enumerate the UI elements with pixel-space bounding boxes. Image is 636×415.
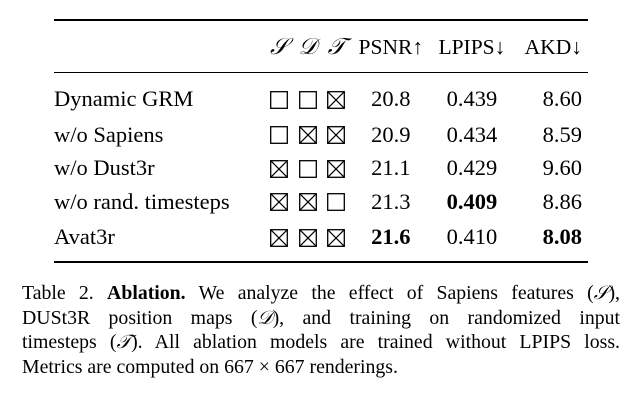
- flag-sapiens-cell: [265, 185, 294, 219]
- lpips-value: 0.429: [446, 155, 498, 180]
- caption-text: ). All ablation models are trained witho…: [131, 331, 620, 353]
- psnr-value: 20.9: [371, 121, 411, 147]
- flag-timesteps-cell: [322, 152, 351, 186]
- table-row: w/o Sapiens 20.9 0.434 8.59: [54, 118, 588, 152]
- table-row: Avat3r 21.6 0.410 8.08: [54, 219, 588, 262]
- flag-sapiens-cell: [265, 152, 294, 186]
- checked-box-icon: [298, 126, 317, 145]
- checked-box-icon: [298, 193, 317, 212]
- caption-label: Table 2.: [22, 282, 108, 304]
- flag-sapiens-cell: [265, 219, 294, 262]
- empty-box-icon: [327, 193, 346, 212]
- caption-line-1: Table 2. Ablation. We analyze the effect…: [22, 281, 620, 306]
- checked-box-icon: [327, 228, 346, 247]
- akd-value: 8.60: [542, 85, 582, 111]
- caption-line-2: DUSt3R position maps (𝒟), and training o…: [22, 306, 620, 331]
- checked-box-icon: [269, 159, 288, 178]
- table-body: Dynamic GRM 20.8 0.439 8.60 w/o Sapiens …: [54, 73, 588, 262]
- header-lpips: LPIPS↓: [438, 34, 506, 59]
- psnr-value: 21.3: [371, 188, 411, 214]
- caption-line-3: timesteps (𝒯). All ablation models are t…: [22, 330, 620, 355]
- caption-text: DUSt3R position maps (: [22, 306, 258, 329]
- caption-text: We analyze the effect of Sapiens feature…: [185, 282, 594, 304]
- checked-box-icon: [327, 159, 346, 178]
- flag-timesteps-cell: [322, 118, 351, 152]
- header-psnr: PSNR↑: [358, 34, 424, 59]
- row-method: w/o Dust3r: [54, 155, 155, 180]
- checked-box-icon: [298, 228, 317, 247]
- ablation-table-container: 𝒮 𝒟 𝒯 PSNR↑ LPIPS↓ AKD↓ Dynamic GRM 20.8…: [54, 19, 588, 263]
- psnr-value: 21.1: [371, 155, 411, 180]
- table-row: w/o Dust3r 21.1 0.429 9.60: [54, 152, 588, 186]
- checked-box-icon: [327, 126, 346, 145]
- checked-box-icon: [269, 228, 288, 247]
- psnr-value-best: 21.6: [371, 223, 411, 249]
- flag-sapiens-cell: [265, 73, 294, 119]
- akd-value: 9.60: [542, 155, 582, 180]
- flag-timesteps-cell: [322, 73, 351, 119]
- row-method: w/o Sapiens: [54, 121, 164, 147]
- header-sapiens-flag: 𝒮: [269, 34, 288, 60]
- flag-timesteps-cell: [322, 185, 351, 219]
- caption-text: timesteps (: [22, 331, 117, 353]
- flag-sapiens-cell: [265, 118, 294, 152]
- lpips-value: 0.434: [446, 121, 498, 147]
- akd-value-best: 8.08: [542, 223, 582, 249]
- caption-text: ),: [608, 282, 620, 304]
- header-dust3r-flag: 𝒟: [298, 34, 317, 60]
- caption-text: ), and training on randomized input: [272, 306, 620, 329]
- header-akd: AKD↓: [524, 34, 582, 59]
- checked-box-icon: [269, 193, 288, 212]
- row-method: Dynamic GRM: [54, 85, 194, 111]
- row-method: w/o rand. timesteps: [54, 188, 230, 214]
- table-header-row: 𝒮 𝒟 𝒯 PSNR↑ LPIPS↓ AKD↓: [54, 20, 588, 73]
- lpips-value-best: 0.409: [446, 188, 498, 214]
- psnr-value: 20.8: [371, 85, 411, 111]
- caption-symbol-t: 𝒯: [116, 331, 132, 353]
- caption-symbol-s: 𝒮: [593, 282, 609, 304]
- table-row: Dynamic GRM 20.8 0.439 8.60: [54, 73, 588, 119]
- akd-value: 8.59: [542, 121, 582, 147]
- caption-symbol-d: 𝒟: [257, 306, 273, 329]
- caption-line-4: Metrics are computed on 667 × 667 render…: [22, 355, 398, 378]
- empty-box-icon: [269, 90, 288, 109]
- row-method: Avat3r: [54, 223, 115, 249]
- empty-box-icon: [298, 90, 317, 109]
- flag-timesteps-cell: [322, 219, 351, 262]
- flag-dust3r-cell: [293, 152, 322, 186]
- empty-box-icon: [298, 159, 317, 178]
- empty-box-icon: [269, 126, 288, 145]
- header-method: [54, 20, 265, 73]
- table-row: w/o rand. timesteps 21.3 0.409 8.86: [54, 185, 588, 219]
- lpips-value: 0.439: [446, 85, 498, 111]
- checked-box-icon: [327, 90, 346, 109]
- flag-dust3r-cell: [293, 118, 322, 152]
- caption-title: Ablation.: [107, 282, 186, 304]
- table-caption: Table 2. Ablation. We analyze the effect…: [22, 281, 620, 379]
- flag-dust3r-cell: [293, 73, 322, 119]
- flag-dust3r-cell: [293, 185, 322, 219]
- flag-dust3r-cell: [293, 219, 322, 262]
- akd-value: 8.86: [542, 188, 582, 214]
- lpips-value: 0.410: [446, 223, 498, 249]
- ablation-table: 𝒮 𝒟 𝒯 PSNR↑ LPIPS↓ AKD↓ Dynamic GRM 20.8…: [54, 19, 588, 263]
- header-timesteps-flag: 𝒯: [327, 34, 346, 60]
